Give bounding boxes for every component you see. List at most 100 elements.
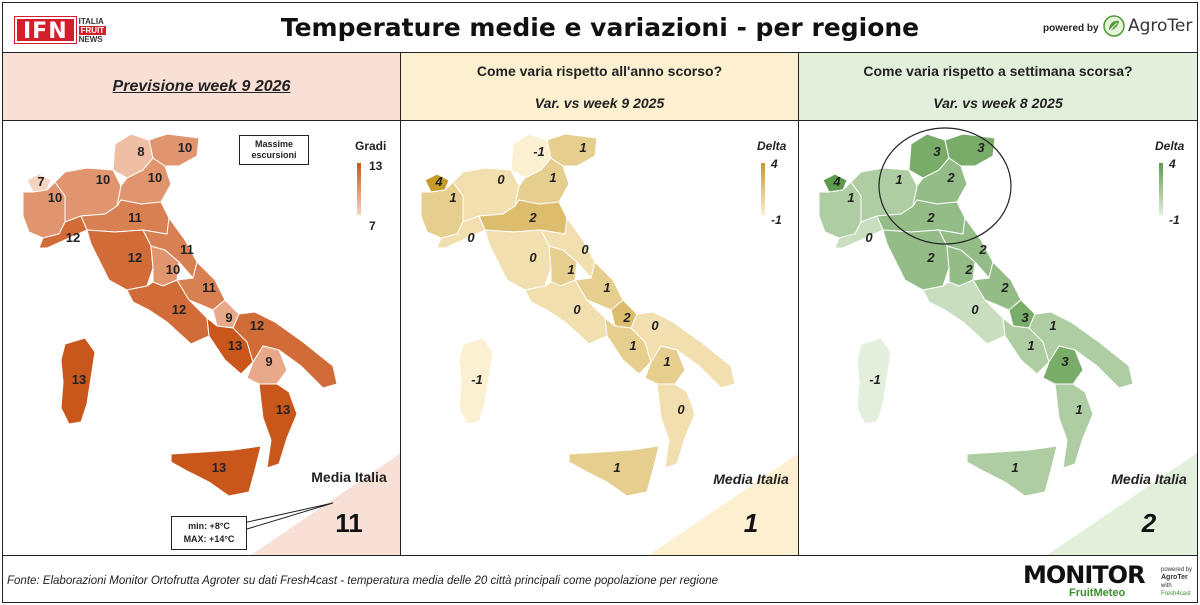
legend-max-delta-week: 4 bbox=[1169, 157, 1176, 171]
legend-title-delta-year: Delta bbox=[757, 139, 787, 153]
region-label-lombardia: 10 bbox=[96, 172, 110, 187]
panel-delta-year-subtitle: Var. vs week 9 2025 bbox=[534, 95, 665, 111]
ifn-logo: IFN ITALIA FRUIT NEWS bbox=[14, 15, 107, 45]
region-piemonte bbox=[818, 181, 862, 239]
region-label-valle-d-aosta: 4 bbox=[832, 174, 841, 189]
region-label-emilia-romagna: 2 bbox=[528, 210, 537, 225]
region-label-lazio: 0 bbox=[971, 302, 979, 317]
legend-min-delta-week: -1 bbox=[1169, 213, 1180, 227]
region-label-puglia: 0 bbox=[651, 318, 659, 333]
region-label-trentino-alto-adige: -1 bbox=[533, 144, 545, 159]
panel-temperature-header: Previsione week 9 2026 bbox=[3, 53, 400, 121]
region-label-umbria: 2 bbox=[964, 262, 973, 277]
agroter-logo: AgroTer bbox=[1103, 15, 1192, 37]
region-friuli-venezia-giulia bbox=[148, 133, 200, 167]
media-italia-value-temperature: 11 bbox=[335, 508, 363, 538]
monitor-logo-word: MONITOR bbox=[1023, 561, 1146, 589]
region-piemonte bbox=[420, 181, 464, 239]
media-italia-value-delta-week: 2 bbox=[1141, 508, 1157, 538]
region-marche bbox=[142, 216, 198, 280]
map-temperature-regions bbox=[22, 133, 338, 497]
agroter-leaf-icon bbox=[1103, 15, 1125, 37]
region-label-piemonte: 1 bbox=[449, 190, 456, 205]
region-label-emilia-romagna: 11 bbox=[128, 210, 142, 225]
media-italia-label-delta-week: Media Italia bbox=[1111, 471, 1187, 487]
region-label-trentino-alto-adige: 8 bbox=[137, 144, 144, 159]
region-label-emilia-romagna: 2 bbox=[926, 210, 935, 225]
page-title: Temperature medie e variazioni - per reg… bbox=[280, 13, 920, 42]
region-label-veneto: 2 bbox=[946, 170, 955, 185]
region-label-marche: 11 bbox=[180, 242, 194, 257]
region-label-piemonte: 1 bbox=[847, 190, 854, 205]
region-sicilia bbox=[966, 445, 1058, 497]
panel-delta-year: Come varia rispetto all'anno scorso? Var… bbox=[401, 53, 799, 555]
region-label-liguria: 0 bbox=[865, 230, 873, 245]
region-label-calabria: 13 bbox=[276, 402, 290, 417]
region-label-toscana: 0 bbox=[529, 250, 537, 265]
region-label-molise: 2 bbox=[622, 310, 631, 325]
region-sicilia bbox=[170, 445, 262, 497]
region-label-campania: 1 bbox=[1027, 338, 1034, 353]
source-note: Fonte: Elaborazioni Monitor Ortofrutta A… bbox=[7, 575, 719, 587]
highlight-circle-northeast bbox=[878, 127, 1012, 245]
region-label-sicilia: 1 bbox=[1011, 460, 1018, 475]
region-label-sardegna: -1 bbox=[869, 372, 881, 387]
monitor-side-line-4: Fresh4cast bbox=[1161, 591, 1191, 597]
region-label-veneto: 10 bbox=[148, 170, 162, 185]
region-label-sardegna: -1 bbox=[471, 372, 483, 387]
region-label-friuli-venezia-giulia: 3 bbox=[977, 140, 985, 155]
region-sardegna bbox=[856, 337, 892, 425]
panel-delta-week: Come varia rispetto a settimana scorsa? … bbox=[799, 53, 1197, 555]
panel-temperature-title: Previsione week 9 2026 bbox=[112, 78, 291, 95]
panel-delta-week-header: Come varia rispetto a settimana scorsa? … bbox=[799, 53, 1197, 121]
panel-delta-week-title: Come varia rispetto a settimana scorsa? bbox=[863, 63, 1133, 79]
minmax-max: MAX: +14°C bbox=[183, 534, 235, 544]
region-valle-d-aosta bbox=[424, 173, 450, 193]
legend-max-temperature: 13 bbox=[369, 159, 383, 173]
region-label-sardegna: 13 bbox=[72, 372, 86, 387]
region-label-puglia: 12 bbox=[250, 318, 264, 333]
region-basilicata bbox=[246, 345, 288, 385]
region-label-lazio: 0 bbox=[573, 302, 581, 317]
region-toscana bbox=[882, 229, 950, 291]
ifn-logo-line-2: FRUIT bbox=[78, 25, 107, 35]
region-marche bbox=[540, 216, 596, 280]
monitor-side-line-3: with bbox=[1161, 583, 1172, 589]
legend-title-temperature: Gradi bbox=[355, 139, 387, 153]
powered-by-label: powered by bbox=[1043, 23, 1099, 34]
region-label-piemonte: 10 bbox=[48, 190, 62, 205]
minmax-callout-pointer bbox=[243, 502, 334, 530]
region-label-umbria: 10 bbox=[166, 262, 180, 277]
panel-delta-year-header: Come varia rispetto all'anno scorso? Var… bbox=[401, 53, 798, 121]
region-friuli-venezia-giulia bbox=[546, 133, 598, 167]
region-label-liguria: 12 bbox=[66, 230, 80, 245]
map-delta-week-regions bbox=[818, 133, 1134, 497]
region-calabria bbox=[258, 383, 298, 469]
region-label-campania: 1 bbox=[629, 338, 636, 353]
legend-bar-delta-week bbox=[1159, 163, 1163, 215]
region-label-trentino-alto-adige: 3 bbox=[933, 144, 941, 159]
region-label-valle-d-aosta: 4 bbox=[434, 174, 443, 189]
panel-temperature: Previsione week 9 2026 7 10 10 8 10 10 12 11 12 1… bbox=[3, 53, 401, 555]
ifn-logo-mark: IFN bbox=[14, 16, 77, 44]
region-label-campania: 13 bbox=[228, 338, 242, 353]
region-label-basilicata: 3 bbox=[1061, 354, 1069, 369]
region-label-abruzzo: 1 bbox=[603, 280, 610, 295]
legend-max-delta-year: 4 bbox=[771, 157, 778, 171]
monitor-logo: MONITOR FruitMeteo bbox=[1023, 561, 1158, 599]
region-label-liguria: 0 bbox=[467, 230, 475, 245]
region-marche bbox=[938, 216, 994, 280]
region-label-veneto: 1 bbox=[549, 170, 556, 185]
media-italia-value-delta-year: 1 bbox=[743, 508, 759, 538]
region-label-molise: 3 bbox=[1021, 310, 1029, 325]
media-triangle-delta-week bbox=[1047, 453, 1197, 555]
region-label-molise: 9 bbox=[225, 310, 232, 325]
region-label-umbria: 1 bbox=[567, 262, 574, 277]
region-label-valle-d-aosta: 7 bbox=[37, 174, 44, 189]
region-basilicata bbox=[1042, 345, 1084, 385]
